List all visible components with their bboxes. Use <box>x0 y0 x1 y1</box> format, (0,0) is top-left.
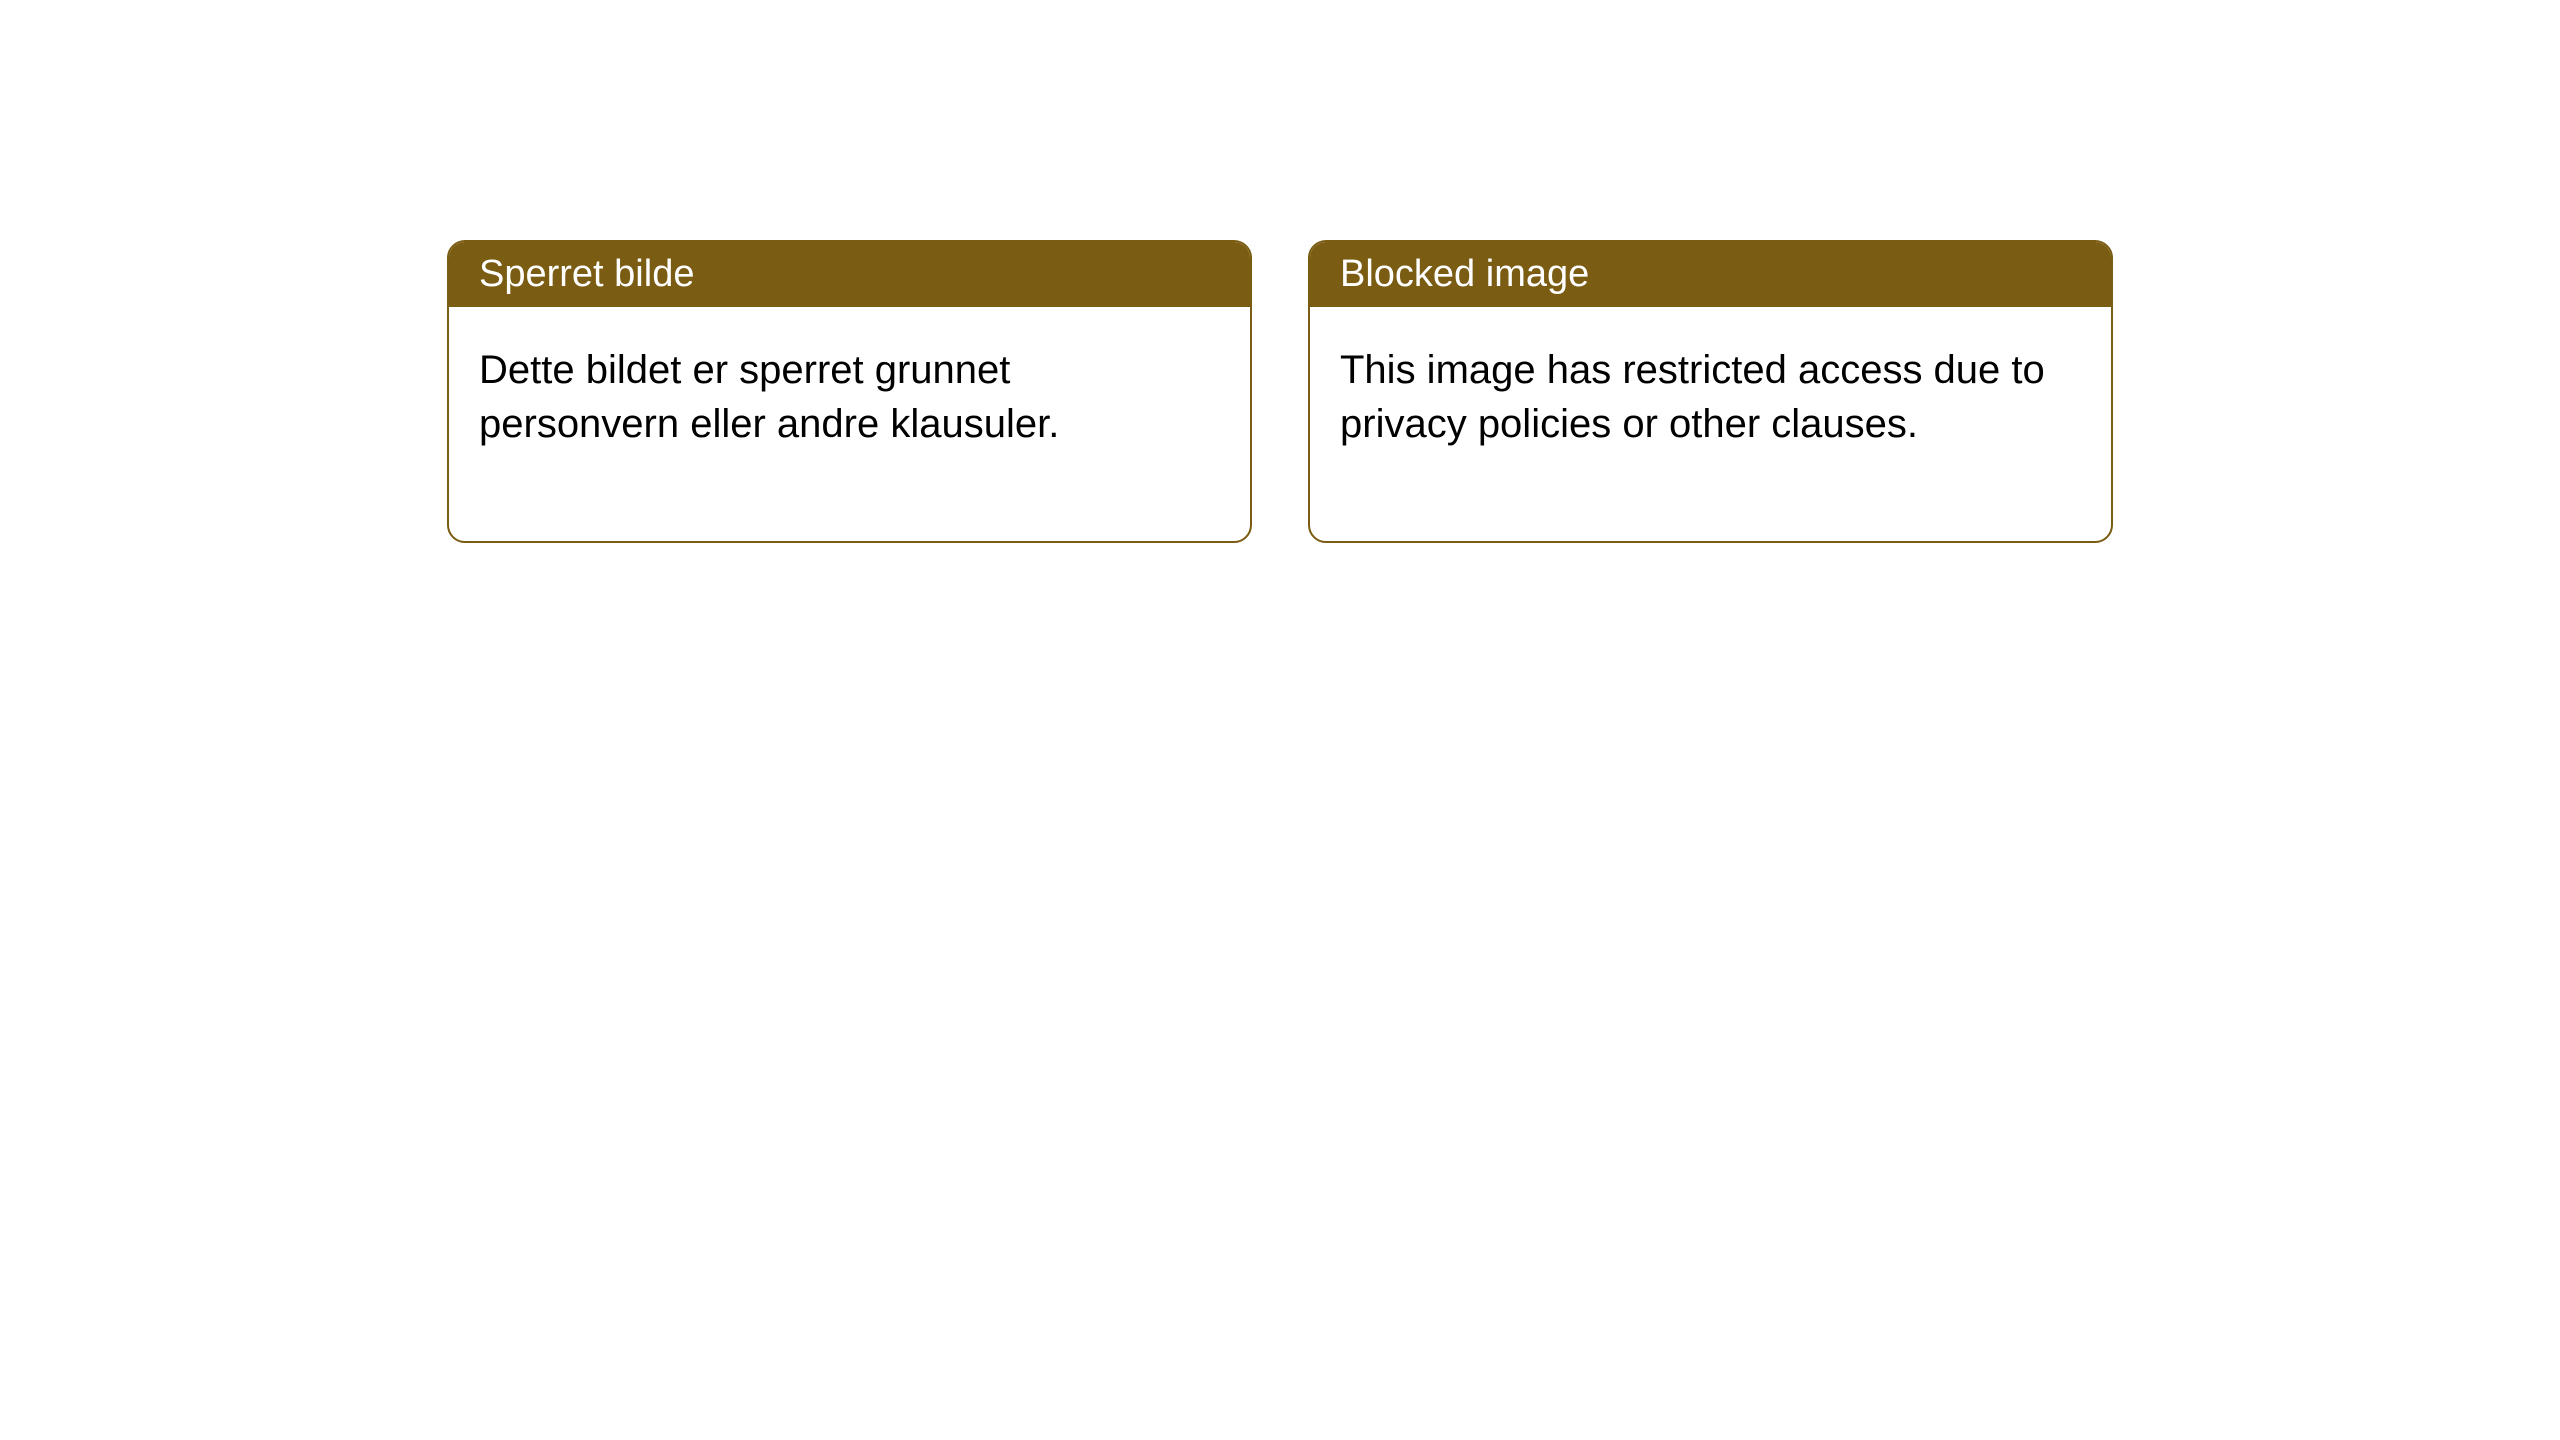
card-body-text: This image has restricted access due to … <box>1340 348 2045 446</box>
notice-card-english: Blocked image This image has restricted … <box>1308 240 2113 543</box>
card-title: Sperret bilde <box>479 253 694 295</box>
card-header: Blocked image <box>1310 242 2111 307</box>
card-title: Blocked image <box>1340 253 1589 295</box>
notice-card-norwegian: Sperret bilde Dette bildet er sperret gr… <box>447 240 1252 543</box>
card-header: Sperret bilde <box>449 242 1250 307</box>
card-body-text: Dette bildet er sperret grunnet personve… <box>479 348 1059 446</box>
card-body: Dette bildet er sperret grunnet personve… <box>449 307 1250 541</box>
notice-cards-row: Sperret bilde Dette bildet er sperret gr… <box>447 240 2113 543</box>
card-body: This image has restricted access due to … <box>1310 307 2111 541</box>
